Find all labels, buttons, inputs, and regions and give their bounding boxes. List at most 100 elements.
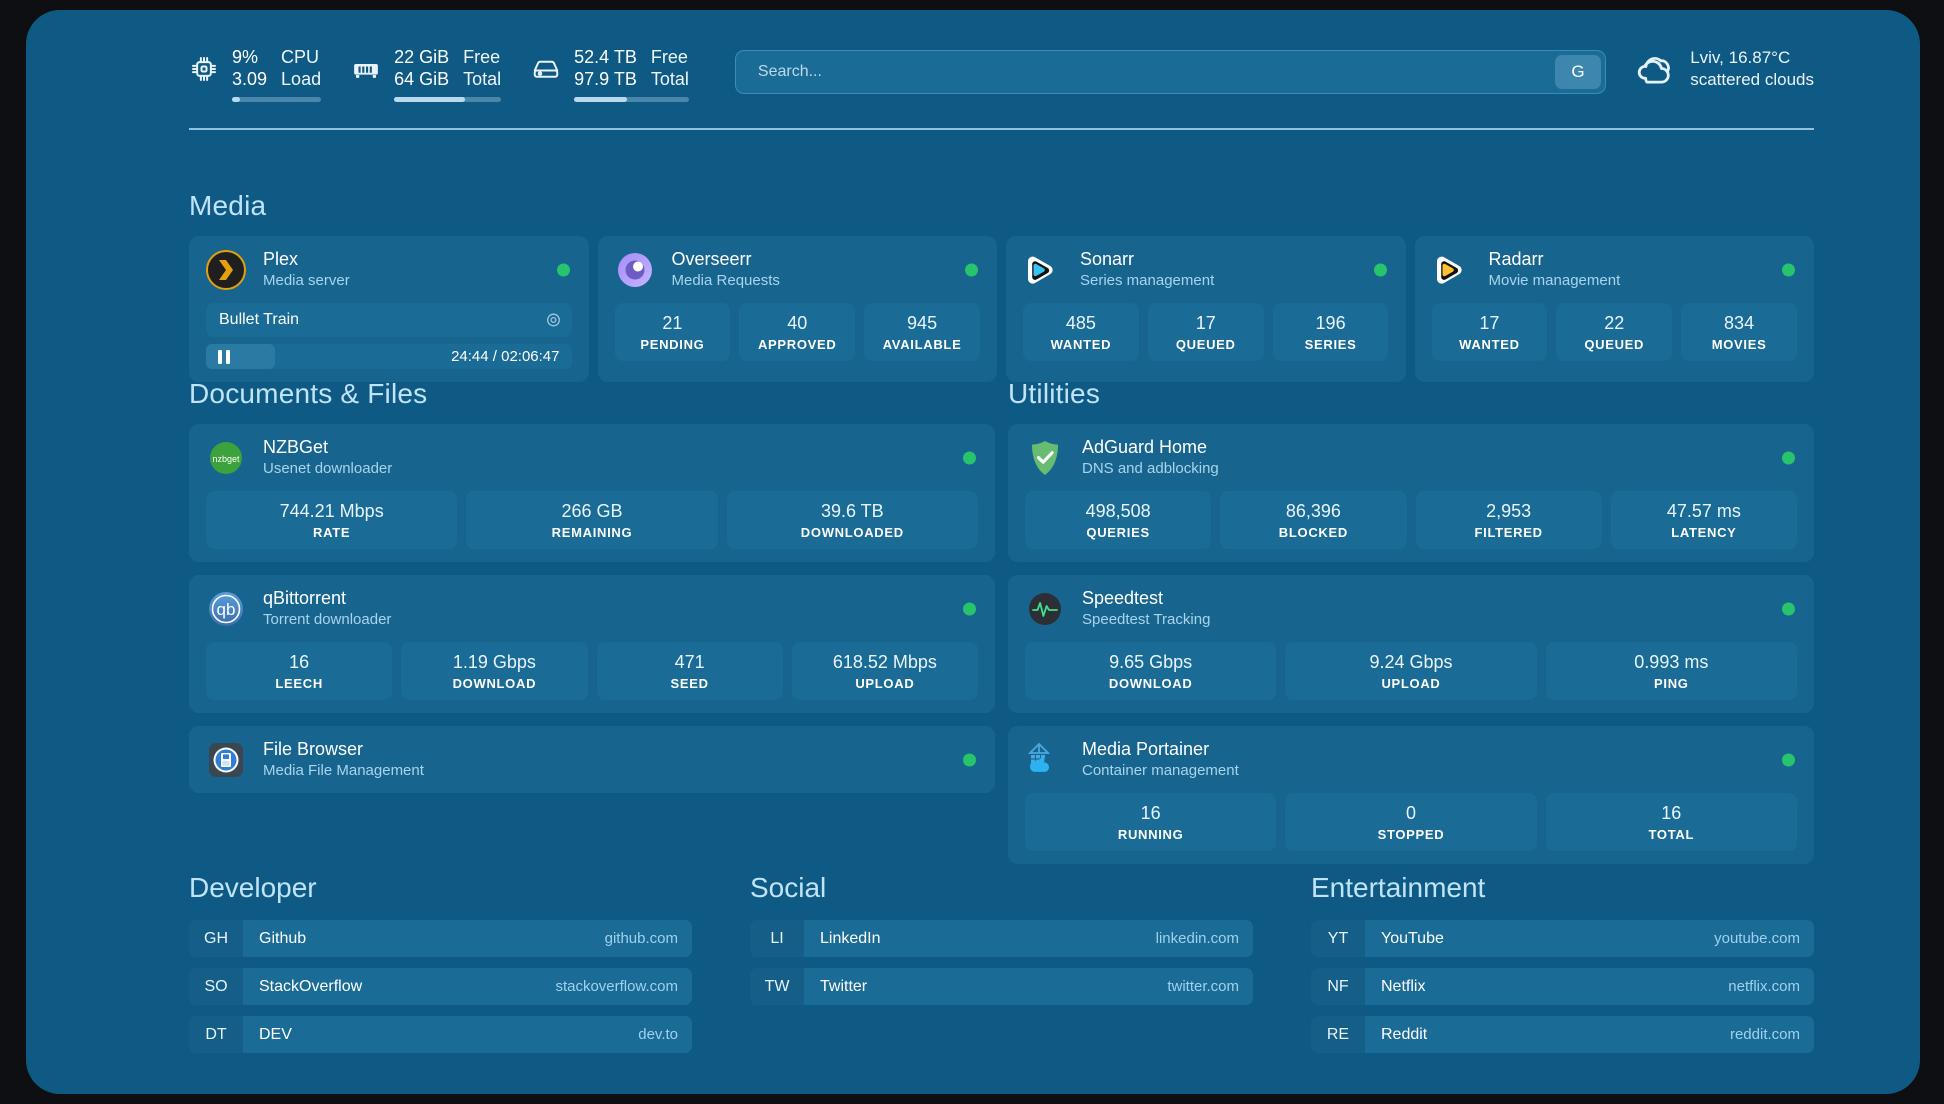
service-stat[interactable]: 47.57 ms LATENCY	[1610, 491, 1797, 549]
plex-icon	[206, 249, 246, 290]
bookmark-item[interactable]: DT DEV dev.to	[189, 1016, 692, 1053]
system-stat-values: 9% 3.09	[232, 46, 267, 90]
service-stat[interactable]: 40 APPROVED	[739, 303, 856, 361]
service-stat-label: RATE	[313, 525, 351, 540]
bookmark-body[interactable]: Reddit reddit.com	[1365, 1016, 1814, 1053]
service-stat-value: 471	[674, 652, 705, 672]
service-card[interactable]: nzbget NZBGet Usenet downloader 744.21 Mbps…	[189, 424, 995, 562]
utilities-card-list: AdGuard Home DNS and adblocking 498,508 QUE…	[1008, 424, 1814, 864]
bookmark-name: DEV	[259, 1025, 292, 1043]
bookmark-body[interactable]: Netflix netflix.com	[1365, 968, 1814, 1005]
search-engine-button[interactable]: G	[1555, 55, 1602, 89]
service-stat[interactable]: 618.52 Mbps UPLOAD	[791, 642, 978, 700]
service-card[interactable]: Speedtest Speedtest Tracking 9.65 Gbps DOWN…	[1008, 575, 1814, 713]
bookmark-item[interactable]: RE Reddit reddit.com	[1311, 1016, 1814, 1053]
bookmark-body[interactable]: Github github.com	[243, 920, 692, 957]
service-stat-value: 17	[1195, 313, 1216, 333]
settings-icon[interactable]	[545, 312, 562, 329]
main-columns: Documents & Files nzbget NZBGet Usenet dow…	[189, 378, 1814, 877]
system-stat-body: 22 GiB 64 GiB Free Total	[394, 46, 502, 102]
service-stat[interactable]: 744.21 Mbps RATE	[206, 491, 458, 549]
status-indicator	[965, 263, 978, 276]
service-card[interactable]: qb qBittorrent Torrent downloader 16 LEECH 1.…	[189, 575, 995, 713]
bookmark-item[interactable]: NF Netflix netflix.com	[1311, 968, 1814, 1005]
bookmark-body[interactable]: DEV dev.to	[243, 1016, 692, 1053]
service-stat[interactable]: 86,396 BLOCKED	[1220, 491, 1407, 549]
bookmark-item[interactable]: GH Github github.com	[189, 920, 692, 957]
pause-icon[interactable]	[218, 349, 230, 364]
service-stat[interactable]: 9.24 Gbps UPLOAD	[1285, 642, 1537, 700]
service-stat[interactable]: 9.65 Gbps DOWNLOAD	[1025, 642, 1277, 700]
service-stat-value: 498,508	[1085, 501, 1151, 521]
weather-text: Lviv, 16.87°C scattered clouds	[1690, 47, 1814, 91]
service-stat[interactable]: 498,508 QUERIES	[1025, 491, 1212, 549]
service-stat-label: QUERIES	[1086, 525, 1150, 540]
service-card[interactable]: Media Portainer Container management 16 RUN…	[1008, 726, 1814, 864]
disk-icon	[531, 54, 561, 84]
service-stat-label: BLOCKED	[1278, 525, 1348, 540]
bookmark-item[interactable]: LI LinkedIn linkedin.com	[750, 920, 1253, 957]
service-stat[interactable]: 2,953 FILTERED	[1415, 491, 1602, 549]
status-indicator	[1782, 451, 1795, 464]
service-stat[interactable]: 22 QUEUED	[1556, 303, 1673, 361]
service-stat[interactable]: 16 TOTAL	[1545, 793, 1797, 851]
bookmark-body[interactable]: YouTube youtube.com	[1365, 920, 1814, 957]
service-card-text: Plex Media server	[263, 249, 350, 290]
bookmark-url: dev.to	[638, 1026, 678, 1043]
qbittorrent-icon: qb	[206, 589, 246, 629]
service-stat[interactable]: 1.19 Gbps DOWNLOAD	[401, 642, 588, 700]
bookmark-item[interactable]: YT YouTube youtube.com	[1311, 920, 1814, 957]
status-indicator	[1782, 263, 1795, 276]
bookmark-body[interactable]: LinkedIn linkedin.com	[804, 920, 1253, 957]
service-stat[interactable]: 16 RUNNING	[1025, 793, 1277, 851]
service-card[interactable]: AdGuard Home DNS and adblocking 498,508 QUE…	[1008, 424, 1814, 562]
service-stat[interactable]: 266 GB REMAINING	[466, 491, 718, 549]
bookmark-body[interactable]: StackOverflow stackoverflow.com	[243, 968, 692, 1005]
service-stat-value: 744.21 Mbps	[279, 501, 384, 521]
system-stats: 9% 3.09 CPU Load 22 GiB 64 GiB Free Total 52.4 T…	[189, 40, 689, 102]
service-stat-label: WANTED	[1050, 337, 1112, 352]
memory-icon	[351, 54, 381, 84]
now-playing-progress[interactable]: 24:44 / 02:06:47	[206, 344, 572, 369]
service-stat[interactable]: 196 SERIES	[1272, 303, 1389, 361]
search-input[interactable]	[734, 50, 1607, 94]
service-stat[interactable]: 17 WANTED	[1431, 303, 1548, 361]
bookmark-item[interactable]: TW Twitter twitter.com	[750, 968, 1253, 1005]
service-card-text: Sonarr Series management	[1080, 249, 1214, 290]
service-stat[interactable]: 39.6 TB DOWNLOADED	[726, 491, 978, 549]
service-card-header: Overseerr Media Requests	[615, 249, 981, 290]
now-playing-time: 24:44 / 02:06:47	[451, 348, 560, 365]
service-card[interactable]: Radarr Movie management 17 WANTED 22 QUEUED 83…	[1414, 236, 1814, 382]
service-stat[interactable]: 834 MOVIES	[1681, 303, 1797, 361]
service-card-text: File Browser Media File Management	[263, 739, 424, 780]
bookmark-group-title: Entertainment	[1311, 872, 1486, 903]
status-indicator	[963, 451, 976, 464]
service-subtitle: Usenet downloader	[263, 460, 393, 477]
now-playing-title-bar[interactable]: Bullet Train	[206, 303, 572, 337]
service-card[interactable]: Plex Media server Bullet Train 24:44 / 02:0…	[189, 236, 589, 382]
service-stat-value: 9.24 Gbps	[1369, 652, 1453, 672]
service-stat-value: 9.65 Gbps	[1109, 652, 1193, 672]
service-stat-label: DOWNLOAD	[1108, 676, 1193, 691]
service-stat[interactable]: 0 STOPPED	[1285, 793, 1537, 851]
sonarr-icon	[1023, 250, 1063, 290]
service-stat[interactable]: 471 SEED	[596, 642, 783, 700]
service-stat[interactable]: 485 WANTED	[1023, 303, 1139, 361]
service-stat[interactable]: 16 LEECH	[206, 642, 393, 700]
bookmark-url: github.com	[604, 930, 678, 947]
bookmark-name: StackOverflow	[259, 977, 363, 995]
service-stat[interactable]: 21 PENDING	[614, 303, 731, 361]
bookmark-abbr: LI	[750, 920, 804, 957]
service-card[interactable]: File Browser Media File Management	[189, 726, 995, 793]
system-stat-value-primary: 9%	[232, 47, 259, 67]
service-card[interactable]: Sonarr Series management 485 WANTED 17 QUEUED…	[1006, 236, 1406, 382]
service-stat[interactable]: 0.993 ms PING	[1545, 642, 1797, 700]
bookmark-body[interactable]: Twitter twitter.com	[804, 968, 1253, 1005]
system-stat-body: 9% 3.09 CPU Load	[232, 46, 322, 102]
service-stat[interactable]: 17 QUEUED	[1147, 303, 1264, 361]
service-card[interactable]: Overseerr Media Requests 21 PENDING 40 APPROV…	[597, 236, 997, 382]
service-subtitle: Media File Management	[263, 762, 424, 779]
service-stat[interactable]: 945 AVAILABLE	[864, 303, 980, 361]
bookmark-item[interactable]: SO StackOverflow stackoverflow.com	[189, 968, 692, 1005]
service-subtitle: Speedtest Tracking	[1082, 611, 1211, 628]
